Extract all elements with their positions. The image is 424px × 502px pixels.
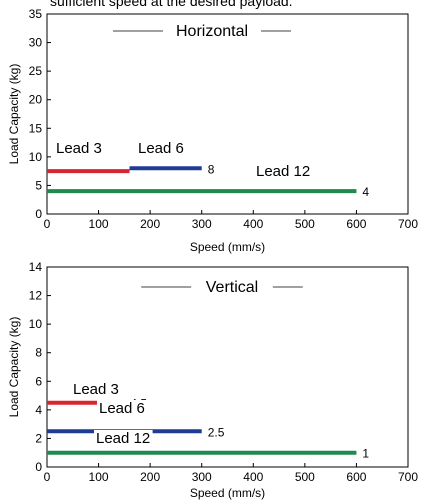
chart1-series-name-background [54,140,105,156]
chart1-ylabel: Load Capacity (kg) [7,64,21,165]
chart1-value-label: 4 [362,185,369,199]
chart2-ytick-label: 10 [29,317,43,331]
chart1-value-label: 8 [208,162,215,176]
chart2-title: Vertical [206,279,258,296]
chart2-xtick-label: 200 [140,470,160,484]
chart1-xlabel: Speed (mm/s) [190,240,265,254]
chart2-xtick-label: 700 [398,470,418,484]
chart2-series-name-lead-6: Lead 6 [99,400,145,417]
chart1-xtick-label: 600 [346,217,366,231]
chart2-ytick-label: 6 [35,374,42,388]
chart1-ytick-label: 10 [29,150,43,164]
chart1-ytick-label: 0 [35,207,42,221]
chart2-series-name-background [71,381,122,397]
chart1-title: Horizontal [176,23,248,40]
chart1-xtick-label: 300 [192,217,212,231]
chart2-xtick-label: 100 [89,470,109,484]
chart-caption: sufficient speed at the desired payload. [50,0,293,9]
chart1-ytick-label: 30 [29,36,43,50]
chart1-xtick-label: 100 [89,217,109,231]
chart2-value-label: 1 [362,447,369,461]
chart2-xtick-label: 300 [192,470,212,484]
chart2-ytick-label: 0 [35,460,42,474]
chart2-series-name-lead-12: Lead 12 [96,430,150,447]
chart1-ytick-label: 35 [29,7,43,21]
chart1-series-name-lead-6: Lead 6 [138,140,184,157]
chart1-xtick-label: 400 [243,217,263,231]
chart2-ytick-label: 14 [29,260,43,274]
chart1-plot-frame [46,13,409,215]
chart2-xtick-label: 600 [346,470,366,484]
chart1-ytick-label: 25 [29,64,43,78]
chart2-xtick-label: 400 [243,470,263,484]
chart1-series-name-background [136,140,187,156]
chart2-series-name-lead-3: Lead 3 [73,381,119,398]
chart1-title-background [163,21,261,41]
chart1-series-name-lead-12: Lead 12 [256,163,310,180]
chart2-ytick-label: 12 [29,289,43,303]
chart2-ytick-label: 8 [35,346,42,360]
chart2-title-background [191,277,273,297]
chart1-xtick-label: 200 [140,217,160,231]
chart1-xtick-label: 500 [295,217,315,231]
chart1-ytick-label: 15 [29,121,43,135]
chart2-plot-frame [46,266,409,468]
chart1-xtick-label: 700 [398,217,418,231]
chart2-xtick-label: 0 [44,470,51,484]
chart2-series-name-background [94,430,153,446]
chart1-ytick-label: 5 [35,178,42,192]
chart2-series-name-background [97,400,148,416]
chart1-series-name-background [254,163,313,179]
chart2-value-label: 2.5 [208,425,225,439]
chart2-xlabel: Speed (mm/s) [190,486,265,500]
chart1-xtick-label: 0 [44,217,51,231]
chart2-ytick-label: 4 [35,403,42,417]
chart2-ylabel: Load Capacity (kg) [7,317,21,418]
chart2-ytick-label: 2 [35,431,42,445]
chart1-ytick-label: 20 [29,93,43,107]
chart2-xtick-label: 500 [295,470,315,484]
chart1-series-name-lead-3: Lead 3 [56,140,102,157]
